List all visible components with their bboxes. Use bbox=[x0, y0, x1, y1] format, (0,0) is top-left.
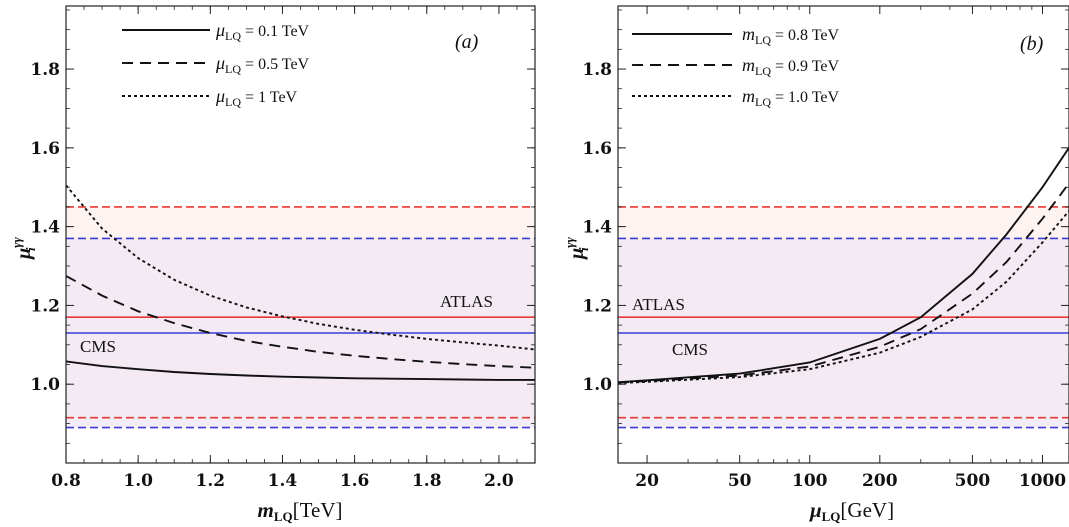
y-tick-label: 1.0 bbox=[582, 375, 612, 395]
y-tick-label: 1.0 bbox=[30, 375, 60, 395]
series-group bbox=[66, 184, 535, 381]
legend-entry: μLQ = 1 TeV bbox=[215, 86, 298, 109]
series-group bbox=[618, 147, 1069, 384]
x-tick-label: 1.6 bbox=[340, 471, 370, 491]
x-tick-label: 200 bbox=[862, 471, 898, 491]
legend-entry: mLQ = 1.0 TeV bbox=[742, 86, 839, 109]
y-tick-label: 1.6 bbox=[30, 139, 60, 159]
series-line-dashed bbox=[618, 182, 1069, 384]
x-tick-label: 2.0 bbox=[484, 471, 514, 491]
x-tick-label: 1.4 bbox=[268, 471, 298, 491]
chart-panel-a: 0.8 1.0 1.2 1.4 1.6 1.8 2.0 1.0 1.2 1.4 1.6 1.8 mLQ[… bbox=[9, 5, 536, 524]
x-axis-label: μLQ[GeV] bbox=[809, 498, 894, 524]
x-tick-label: 1.8 bbox=[412, 471, 442, 491]
y-axis-label: μγγi bbox=[9, 236, 38, 260]
legend-entry: mLQ = 0.9 TeV bbox=[742, 55, 839, 78]
series-line-solid bbox=[66, 360, 535, 381]
y-tick-label: 1.2 bbox=[582, 296, 612, 316]
reference-label-cms: CMS bbox=[80, 337, 116, 356]
series-line-dashed bbox=[66, 275, 535, 369]
plot-frame bbox=[617, 5, 1069, 464]
y-tick-label: 1.8 bbox=[582, 60, 612, 80]
legend: μLQ = 0.1 TeV μLQ = 0.5 TeV μLQ = 1 TeV bbox=[122, 20, 310, 109]
reference-label-cms: CMS bbox=[672, 340, 708, 359]
x-axis-label: mLQ[TeV] bbox=[258, 498, 343, 524]
chart-panel-b: 20 50 100 200 500 1000 1.0 1.2 1.4 1.6 1.8 μLQ[GeV]… bbox=[562, 5, 1069, 524]
legend-entry: mLQ = 0.8 TeV bbox=[742, 24, 839, 47]
panel-label: (b) bbox=[1020, 33, 1044, 55]
y-tick-label: 1.8 bbox=[30, 60, 60, 80]
legend-entry: μLQ = 0.5 TeV bbox=[215, 53, 310, 76]
x-tick-label: 500 bbox=[955, 471, 991, 491]
y-tick-label: 1.4 bbox=[30, 218, 60, 238]
x-tick-label: 0.8 bbox=[51, 471, 81, 491]
y-tick-label: 1.2 bbox=[30, 296, 60, 316]
reference-label-atlas: ATLAS bbox=[440, 292, 493, 311]
panel-label: (a) bbox=[455, 31, 479, 53]
y-tick-label: 1.6 bbox=[582, 139, 612, 159]
series-line-dotted bbox=[66, 184, 535, 351]
x-tick-label: 100 bbox=[792, 471, 828, 491]
legend-entry: μLQ = 0.1 TeV bbox=[215, 20, 310, 43]
legend: mLQ = 0.8 TeV mLQ = 0.9 TeV mLQ = 1.0 TeV bbox=[632, 24, 839, 109]
series-line-solid bbox=[618, 147, 1069, 384]
x-tick-label: 50 bbox=[728, 471, 752, 491]
y-tick-label: 1.4 bbox=[582, 218, 612, 238]
reference-label-atlas: ATLAS bbox=[632, 295, 685, 314]
y-axis-label: μγγi bbox=[562, 236, 591, 260]
x-tick-label: 1000 bbox=[1019, 471, 1066, 491]
x-tick-label: 20 bbox=[635, 471, 659, 491]
x-tick-label: 1.0 bbox=[123, 471, 153, 491]
x-tick-label: 1.2 bbox=[196, 471, 226, 491]
